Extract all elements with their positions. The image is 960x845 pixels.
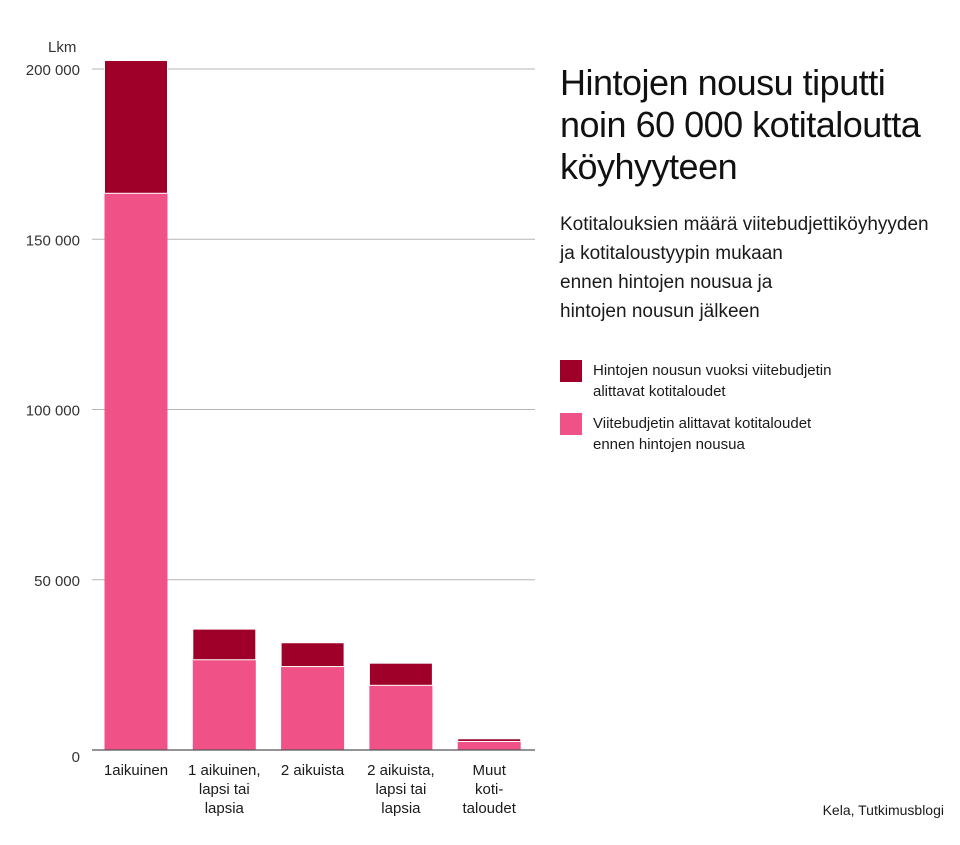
bar-segment-base [192,659,256,750]
stacked-bar-chart: Lkm 0 50 000 100 000 150 000 200 000 1aikuinen… [26,39,535,817]
bar-segment-increase [192,628,257,661]
bar-segment-base [457,741,521,750]
chart-title: Hintojen nousu tiputti noin 60 000 kotit… [560,62,921,187]
legend-item-base: Viitebudjetin alittavat kotitaloudet enn… [560,413,950,455]
legend: Hintojen nousun vuoksi viitebudjetin ali… [560,360,950,466]
bar-segment-base [369,685,433,750]
x-category-label: 2 aikuista [281,762,345,779]
x-category-label: lapsi tai [199,781,250,798]
y-tick-label: 0 [72,749,80,766]
legend-label-base: Viitebudjetin alittavat kotitaloudet enn… [593,415,812,453]
chart-subtitle: Kotitalouksien määrä viitebudjettiköyhyy… [560,214,929,322]
y-tick-label: 100 000 [26,403,80,420]
y-axis-unit-label: Lkm [48,39,76,56]
legend-swatch-increase [560,360,582,382]
x-category-label: lapsia [381,800,421,817]
x-category-label: taloudet [463,800,517,817]
x-category-label: 2 aikuista, [367,762,435,779]
y-tick-label: 150 000 [26,232,80,249]
x-category-label: lapsia [205,800,245,817]
bar-segment-base [104,193,168,751]
legend-label-increase: Hintojen nousun vuoksi viitebudjetin ali… [593,362,832,400]
x-category-label: 1 aikuinen, [188,762,261,779]
x-category-label: koti- [475,781,503,798]
y-tick-label: 50 000 [34,573,80,590]
bar-segment-increase [280,642,345,668]
bar-segment-increase [368,662,433,686]
x-category-label: lapsi tai [375,781,426,798]
source-credit: Kela, Tutkimusblogi [822,802,944,818]
bar-segment-increase [104,59,168,194]
legend-item-increase: Hintojen nousun vuoksi viitebudjetin ali… [560,360,950,402]
y-tick-label: 200 000 [26,62,80,79]
x-category-label: 1aikuinen [104,762,168,779]
bar-segment-base [281,666,345,750]
legend-swatch-base [560,413,582,435]
bar-segment-increase [457,738,522,742]
x-category-label: Muut [473,762,507,779]
